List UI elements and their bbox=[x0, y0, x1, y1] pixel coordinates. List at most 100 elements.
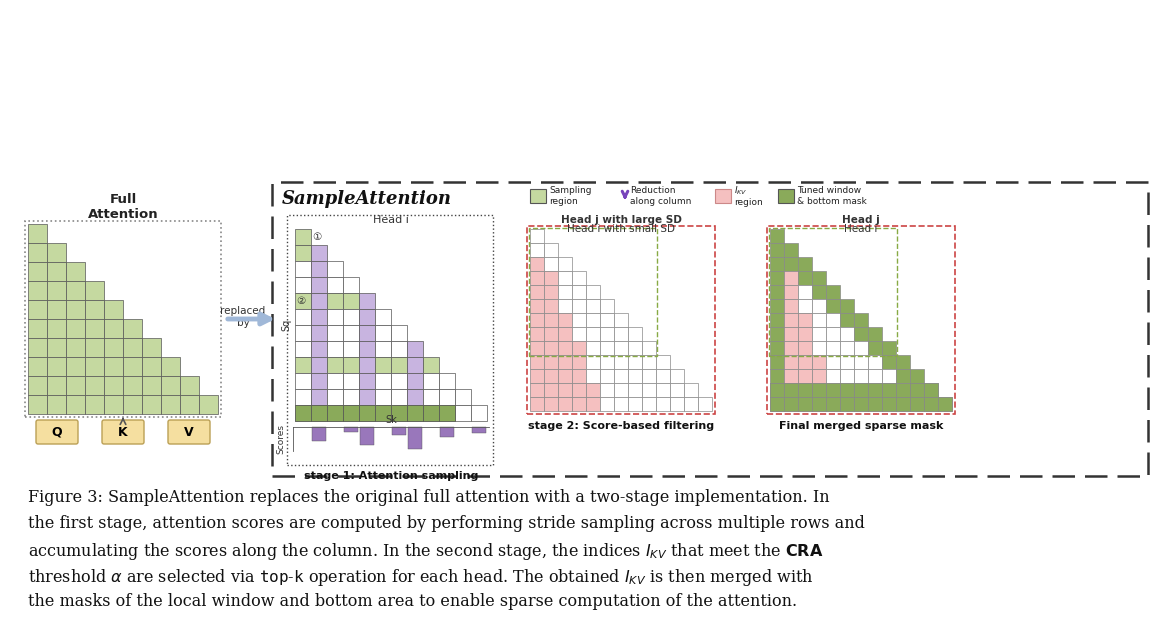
Bar bbox=[360, 325, 375, 341]
Bar bbox=[375, 373, 391, 389]
Bar bbox=[544, 327, 558, 341]
Bar bbox=[311, 277, 327, 293]
Bar bbox=[655, 397, 670, 411]
Bar bbox=[66, 338, 86, 357]
Bar bbox=[586, 369, 600, 383]
Bar bbox=[614, 313, 628, 327]
Bar bbox=[180, 376, 199, 395]
Bar bbox=[827, 355, 840, 369]
Bar bbox=[28, 357, 47, 376]
Bar bbox=[104, 376, 123, 395]
Bar bbox=[628, 327, 642, 341]
Text: Tuned window
& bottom mask: Tuned window & bottom mask bbox=[796, 187, 867, 206]
Bar bbox=[327, 277, 343, 293]
Bar bbox=[327, 309, 343, 325]
Bar bbox=[104, 395, 123, 414]
Bar bbox=[766, 226, 955, 414]
Bar bbox=[295, 261, 311, 277]
Bar bbox=[882, 369, 896, 383]
Text: stage 1: Attention sampling: stage 1: Attention sampling bbox=[304, 471, 479, 481]
Bar bbox=[529, 355, 544, 369]
Bar bbox=[614, 369, 628, 383]
Bar bbox=[529, 257, 544, 271]
Text: Head i: Head i bbox=[373, 215, 409, 225]
Bar bbox=[25, 221, 221, 417]
Bar bbox=[784, 397, 798, 411]
Bar bbox=[827, 341, 840, 355]
Bar bbox=[910, 383, 924, 397]
Bar bbox=[327, 405, 343, 421]
Bar bbox=[840, 369, 854, 383]
Bar bbox=[28, 395, 47, 414]
Bar bbox=[572, 299, 586, 313]
Bar bbox=[840, 313, 854, 327]
Bar bbox=[327, 405, 343, 421]
Bar bbox=[910, 383, 924, 397]
Text: Head j with large SD: Head j with large SD bbox=[561, 215, 681, 225]
Bar bbox=[86, 376, 104, 395]
Bar bbox=[327, 341, 343, 357]
Bar bbox=[827, 397, 840, 411]
Bar bbox=[614, 397, 628, 411]
Bar bbox=[47, 281, 66, 300]
Bar bbox=[311, 357, 327, 373]
Bar bbox=[391, 357, 407, 373]
Text: Head i: Head i bbox=[844, 224, 877, 234]
Text: threshold $\alpha$ are selected via $\mathtt{top}$-$\mathtt{k}$ operation for ea: threshold $\alpha$ are selected via $\ma… bbox=[28, 567, 814, 588]
Bar bbox=[642, 383, 655, 397]
Bar bbox=[628, 397, 642, 411]
Bar bbox=[600, 341, 614, 355]
Bar bbox=[827, 299, 840, 313]
Bar bbox=[161, 376, 180, 395]
Bar bbox=[572, 383, 586, 397]
Text: Scores: Scores bbox=[276, 424, 286, 454]
Bar bbox=[375, 405, 391, 421]
Bar bbox=[391, 373, 407, 389]
Bar bbox=[47, 243, 66, 262]
Bar bbox=[295, 309, 311, 325]
Bar bbox=[558, 369, 572, 383]
Bar bbox=[572, 397, 586, 411]
Bar bbox=[784, 299, 798, 313]
Bar bbox=[343, 357, 360, 373]
Bar bbox=[529, 341, 544, 355]
Bar bbox=[360, 293, 375, 309]
Bar bbox=[882, 397, 896, 411]
Bar bbox=[938, 397, 953, 411]
Bar bbox=[375, 325, 391, 341]
Bar bbox=[798, 271, 812, 285]
Bar bbox=[600, 383, 614, 397]
Bar bbox=[910, 369, 924, 383]
Bar bbox=[600, 313, 614, 327]
Bar bbox=[529, 285, 544, 299]
Bar bbox=[614, 327, 628, 341]
Bar bbox=[558, 257, 572, 271]
Bar bbox=[938, 397, 953, 411]
Bar bbox=[628, 383, 642, 397]
Bar bbox=[769, 228, 897, 356]
Bar bbox=[66, 376, 86, 395]
Bar bbox=[295, 325, 311, 341]
Bar bbox=[104, 338, 123, 357]
Bar bbox=[311, 373, 327, 389]
Bar bbox=[854, 355, 868, 369]
Bar bbox=[770, 397, 784, 411]
Bar bbox=[770, 285, 784, 299]
Bar bbox=[558, 313, 572, 327]
Bar bbox=[47, 376, 66, 395]
Bar bbox=[28, 224, 47, 243]
Bar bbox=[868, 383, 882, 397]
Bar bbox=[28, 376, 47, 395]
Bar bbox=[600, 327, 614, 341]
Text: Reduction
along column: Reduction along column bbox=[630, 187, 691, 206]
Bar bbox=[343, 341, 360, 357]
Bar bbox=[123, 319, 142, 338]
Bar bbox=[840, 341, 854, 355]
Bar bbox=[86, 357, 104, 376]
Bar bbox=[375, 389, 391, 405]
Bar bbox=[882, 397, 896, 411]
Text: Sq: Sq bbox=[281, 319, 291, 331]
Bar bbox=[544, 341, 558, 355]
Bar bbox=[812, 355, 827, 369]
Bar bbox=[327, 373, 343, 389]
